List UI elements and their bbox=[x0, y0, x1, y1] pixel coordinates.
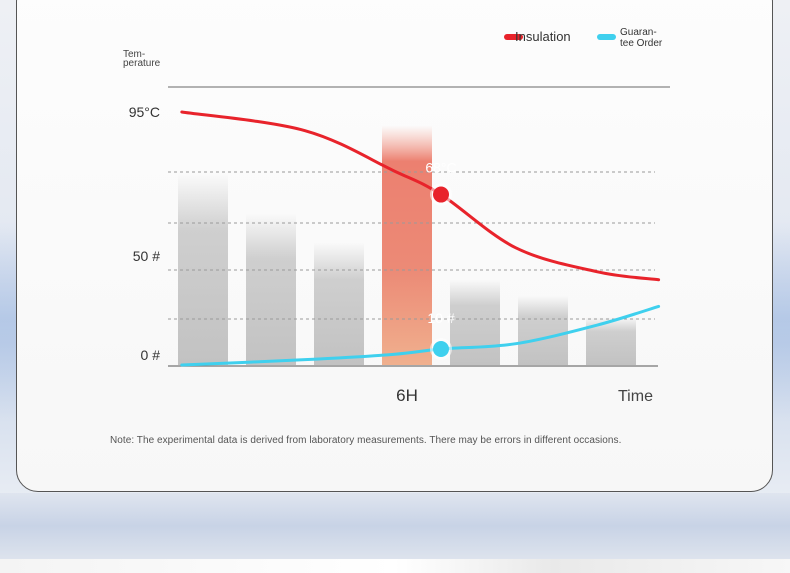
x-axis-title: Time bbox=[618, 388, 653, 405]
bar-7 bbox=[586, 317, 636, 365]
chart-note: Note: The experimental data is derived f… bbox=[110, 435, 622, 446]
background-bottom bbox=[0, 493, 790, 559]
x-tick-label-6H: 6H bbox=[396, 386, 418, 405]
bar-6 bbox=[518, 295, 568, 365]
y-tick-label-1: 95°C bbox=[129, 104, 160, 120]
y-axis-title-line-1: Tem- bbox=[123, 49, 145, 60]
bar-5 bbox=[450, 279, 500, 365]
marker-2 bbox=[433, 341, 449, 358]
bar-3 bbox=[314, 242, 364, 365]
bar-2 bbox=[246, 213, 296, 365]
y-tick-label-3: 0 # bbox=[141, 347, 161, 363]
legend-label-guarantee-order-line-1: Guaran- bbox=[620, 27, 657, 38]
bar-1 bbox=[178, 173, 228, 365]
background-strip bbox=[0, 559, 790, 573]
bar-4 bbox=[382, 125, 432, 365]
y-axis-title-line-2: perature bbox=[123, 58, 161, 69]
y-tick-label-2: 50 # bbox=[133, 248, 160, 264]
legend-label-guarantee-order-line-2: tee Order bbox=[620, 38, 663, 49]
legend-label-insulation: Insulation bbox=[515, 29, 571, 44]
marker-label-1: 68°C bbox=[425, 160, 456, 176]
marker-label-2: 10 # bbox=[427, 310, 454, 326]
marker-1 bbox=[433, 186, 449, 203]
